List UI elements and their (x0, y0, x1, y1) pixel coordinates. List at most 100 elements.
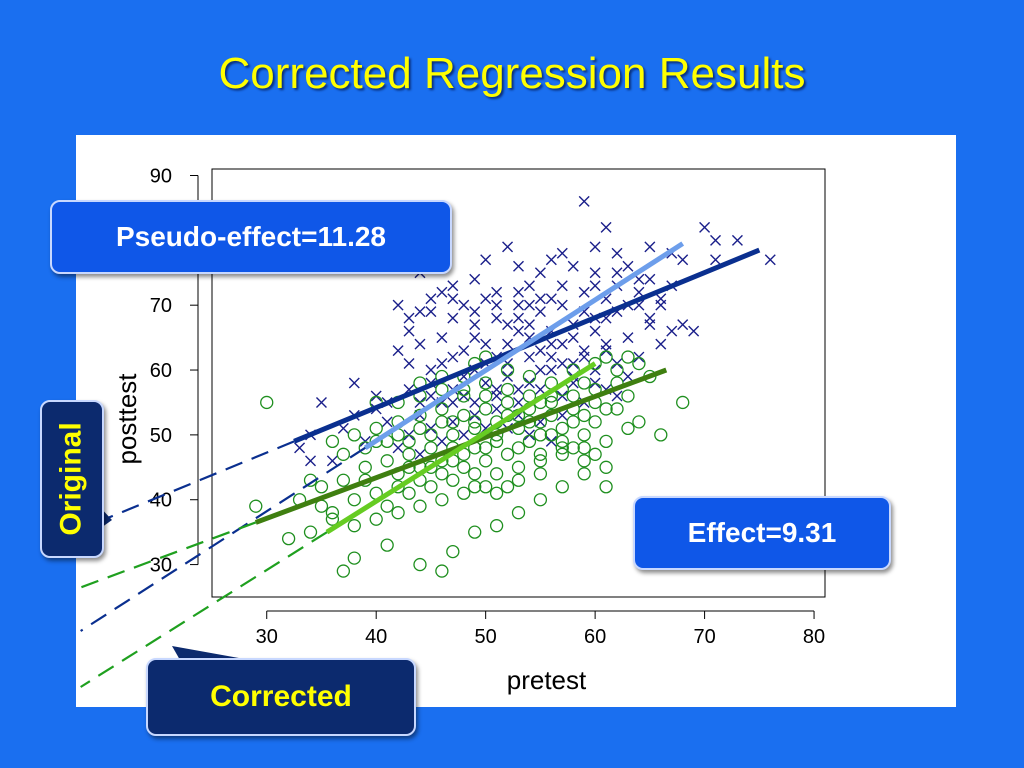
control-point (347, 519, 361, 533)
effect-callout: Effect=9.31 (633, 496, 891, 570)
control-point (413, 421, 427, 436)
treatment-point (447, 312, 459, 324)
treatment-point (545, 351, 557, 363)
treatment-point (764, 254, 776, 266)
control-point (446, 473, 460, 487)
y-tick-label: 30 (150, 555, 172, 577)
control-point (577, 428, 591, 442)
x-tick-label: 60 (584, 626, 606, 648)
treatment-point (622, 371, 634, 383)
treatment-point (414, 306, 426, 318)
treatment-point (655, 293, 667, 305)
control-point (577, 454, 591, 468)
control-point (577, 467, 591, 481)
treatment-point (403, 325, 415, 337)
control-point (577, 376, 591, 390)
treatment-point (655, 338, 667, 350)
control-point (468, 467, 482, 481)
control-point (500, 363, 515, 377)
control-point (588, 356, 602, 371)
control-point (555, 421, 569, 436)
treatment-point (447, 280, 459, 292)
control-point (566, 441, 580, 455)
treatment-point (513, 299, 524, 311)
control-original-extension (80, 521, 257, 589)
treatment-point (534, 345, 546, 357)
treatment-point (556, 247, 568, 259)
treatment-point (622, 260, 634, 272)
control-point (599, 402, 613, 416)
control-point (544, 428, 558, 442)
treatment-point (480, 377, 492, 389)
treatment-point (491, 299, 503, 311)
control-point (610, 402, 624, 416)
corrected-callout: Corrected (146, 658, 416, 736)
treatment-point (458, 345, 470, 357)
control-point (489, 486, 504, 500)
treatment-point (578, 286, 590, 298)
control-point (479, 454, 493, 468)
control-point (599, 434, 613, 449)
control-point (599, 480, 613, 494)
control-point (249, 499, 263, 513)
control-point (676, 395, 690, 410)
treatment-point (403, 312, 415, 324)
treatment-point (556, 299, 568, 311)
treatment-point (523, 299, 535, 311)
control-point (533, 447, 548, 461)
treatment-point (392, 299, 404, 311)
control-point (435, 564, 449, 578)
treatment-point (502, 338, 514, 350)
treatment-point (315, 396, 327, 408)
control-point (555, 434, 569, 449)
control-point (380, 538, 394, 552)
control-point (424, 480, 438, 494)
control-point (621, 350, 635, 364)
treatment-point (447, 351, 459, 363)
control-point (555, 441, 569, 455)
control-point (577, 441, 591, 455)
control-point (500, 395, 515, 410)
control-point (511, 460, 526, 474)
control-point (369, 434, 383, 449)
treatment-point (534, 383, 546, 395)
control-point (457, 460, 471, 474)
control-point (435, 493, 449, 507)
treatment-point (556, 338, 568, 350)
treatment-point (326, 455, 338, 467)
treatment-point (513, 396, 524, 408)
treatment-point (589, 280, 601, 292)
treatment-point (348, 377, 360, 389)
control-corrected-line (325, 361, 597, 535)
treatment-point (644, 241, 656, 253)
control-point (424, 428, 438, 442)
treatment-point (469, 273, 481, 285)
control-point (599, 350, 613, 364)
control-point (314, 480, 329, 494)
treatment-point (578, 351, 590, 363)
y-tick-label: 40 (150, 490, 172, 512)
control-corrected-extension (80, 531, 328, 688)
control-point (413, 557, 427, 572)
treatment-point (491, 403, 503, 415)
treatment-point (480, 338, 492, 350)
treatment-point (688, 325, 700, 337)
control-point (457, 389, 471, 403)
control-point (533, 428, 548, 442)
treatment-point (523, 351, 535, 363)
control-point (588, 415, 602, 429)
control-point (303, 525, 318, 539)
control-point (500, 480, 515, 494)
treatment-point (545, 254, 557, 266)
control-point (457, 408, 471, 423)
control-point (347, 551, 361, 565)
treatment-point (731, 234, 743, 246)
control-point (457, 486, 471, 500)
treatment-point (425, 293, 437, 305)
plot-frame (211, 168, 826, 598)
treatment-point (458, 429, 470, 441)
control-point (500, 447, 515, 461)
treatment-point (425, 306, 437, 318)
treatment-point (611, 267, 623, 279)
